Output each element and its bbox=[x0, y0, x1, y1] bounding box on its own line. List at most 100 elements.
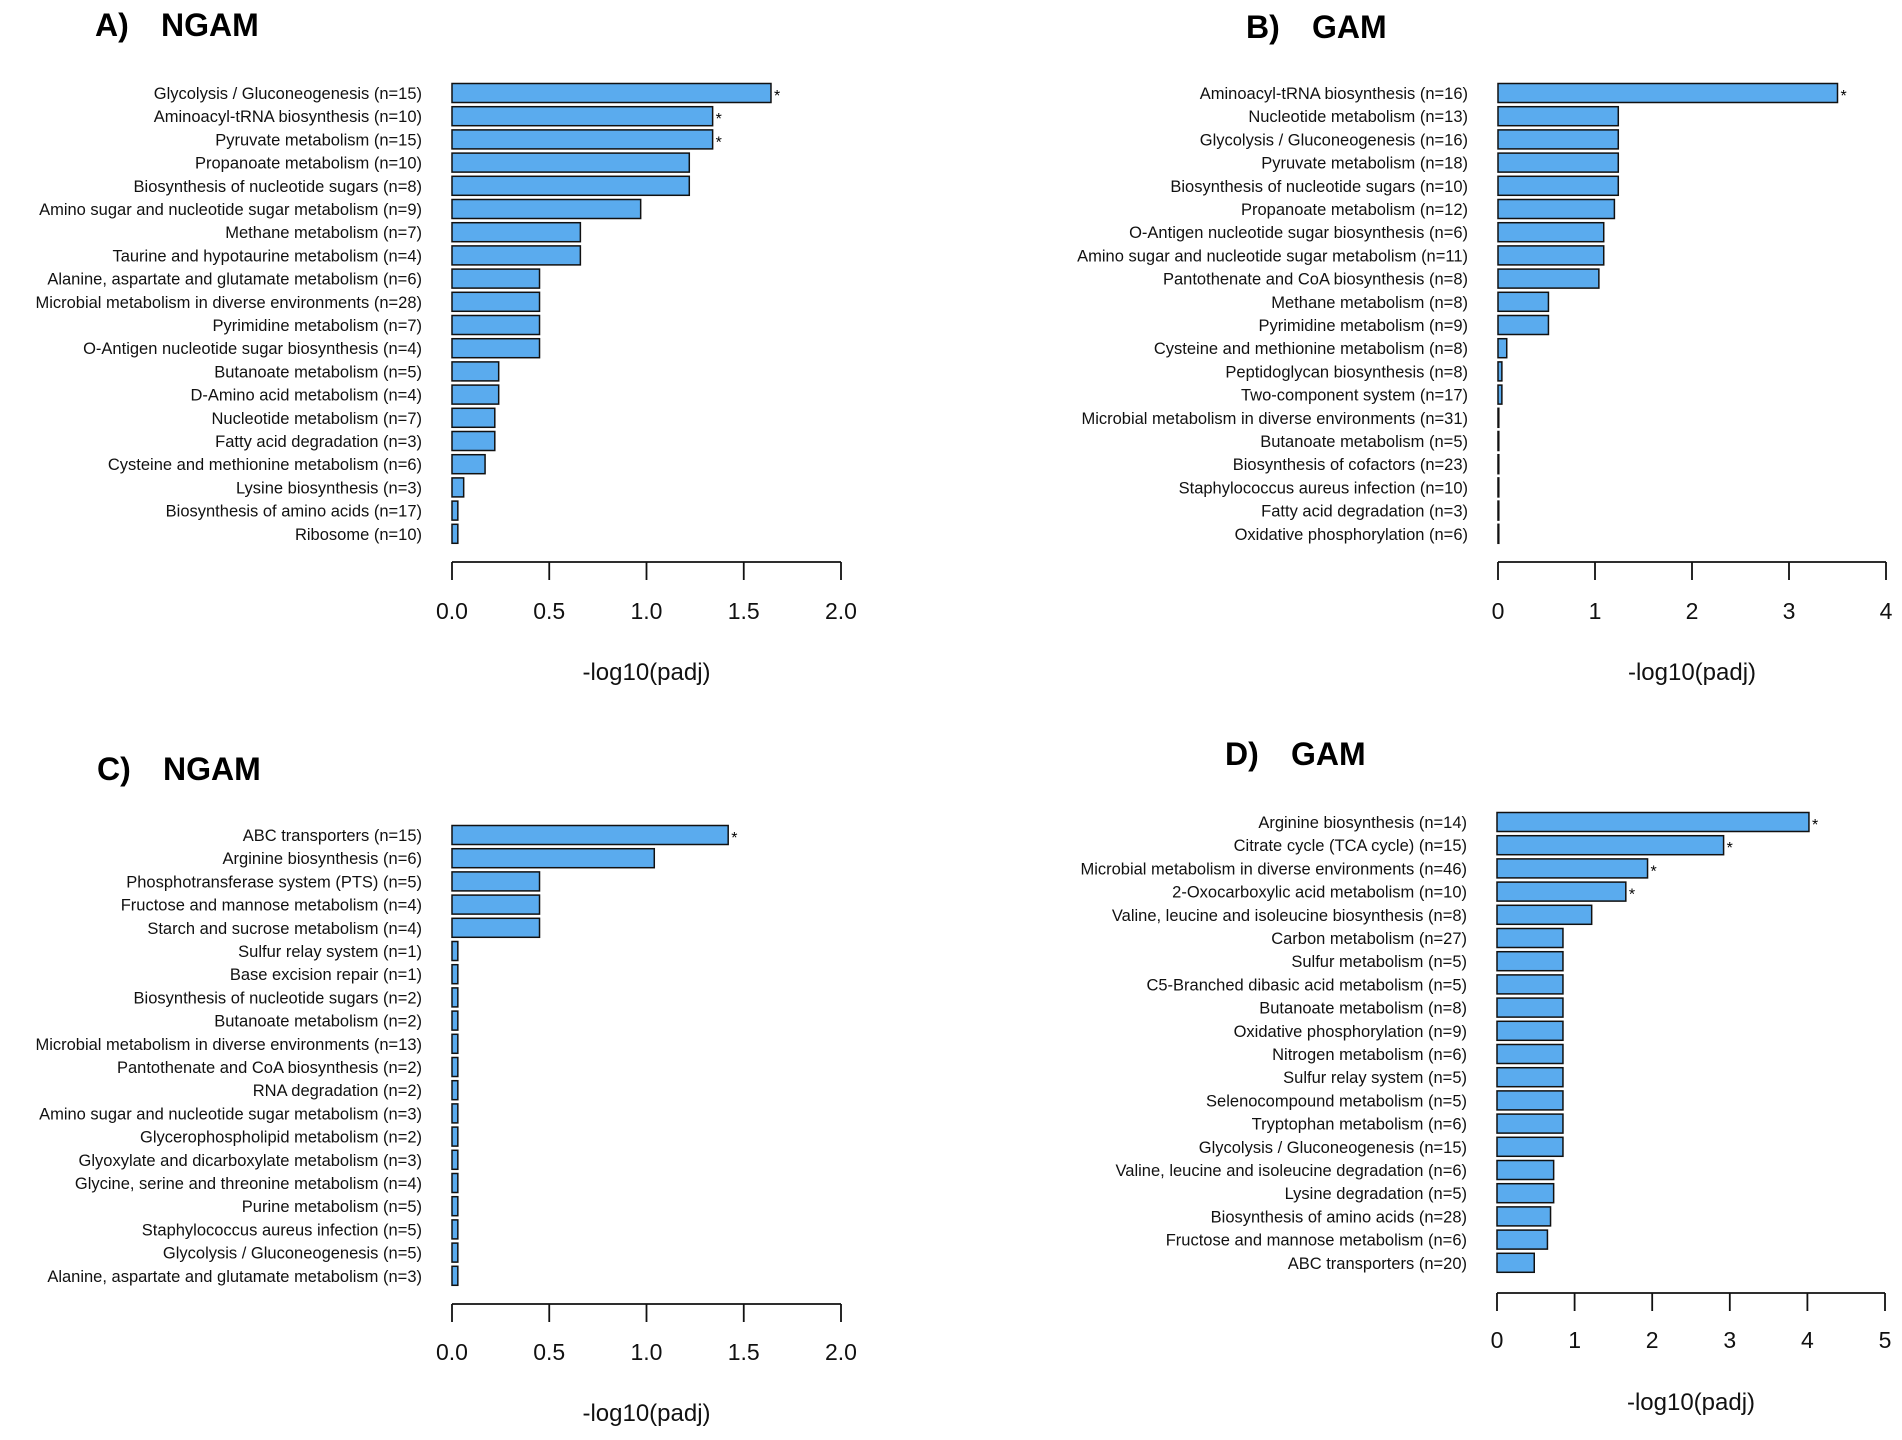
category-label: Biosynthesis of cofactors (n=23) bbox=[1233, 456, 1468, 474]
x-tick-label: 3 bbox=[1723, 1327, 1736, 1353]
bar bbox=[1496, 1206, 1552, 1227]
bar bbox=[1496, 811, 1810, 833]
category-label: Glyoxylate and dicarboxylate metabolism … bbox=[79, 1152, 422, 1170]
category-label: Valine, leucine and isoleucine biosynthe… bbox=[1112, 907, 1467, 925]
x-tick-label: 0.0 bbox=[436, 598, 468, 624]
category-label: Carbon metabolism (n=27) bbox=[1271, 930, 1467, 948]
chart-panel-b: B) GAM Aminoacyl-tRNA biosynthesis (n=16) *… bbox=[1077, 9, 1892, 686]
bar bbox=[1496, 834, 1725, 856]
bar bbox=[451, 1149, 459, 1171]
bar bbox=[451, 963, 459, 985]
category-label: Microbial metabolism in diverse environm… bbox=[35, 294, 422, 312]
category-label: Aminoacyl-tRNA biosynthesis (n=16) bbox=[1200, 85, 1468, 103]
x-tick-label: 1 bbox=[1568, 1327, 1581, 1353]
bar bbox=[451, 523, 459, 545]
bar bbox=[1497, 314, 1550, 336]
bar bbox=[1496, 1182, 1555, 1204]
significance-star: * bbox=[1629, 887, 1635, 904]
category-label: Pantothenate and CoA biosynthesis (n=8) bbox=[1163, 271, 1468, 289]
bar bbox=[1496, 950, 1564, 972]
category-label: Selenocompound metabolism (n=5) bbox=[1206, 1092, 1467, 1110]
category-label: Glycolysis / Gluconeogenesis (n=15) bbox=[154, 85, 422, 103]
category-label: Microbial metabolism in diverse environm… bbox=[35, 1036, 422, 1054]
category-label: Butanoate metabolism (n=8) bbox=[1259, 1000, 1467, 1018]
bar bbox=[451, 1219, 459, 1240]
category-label: O-Antigen nucleotide sugar biosynthesis … bbox=[1129, 224, 1468, 242]
x-tick-label: 1.5 bbox=[728, 1339, 760, 1365]
x-axis-label: -log10(padj) bbox=[582, 1400, 710, 1427]
bar bbox=[1496, 1113, 1564, 1134]
bar bbox=[1496, 1159, 1555, 1181]
bar bbox=[451, 987, 459, 1008]
bar bbox=[451, 1010, 459, 1031]
category-label: Biosynthesis of nucleotide sugars (n=2) bbox=[134, 989, 422, 1007]
category-label: Fructose and mannose metabolism (n=6) bbox=[1166, 1232, 1467, 1250]
category-label: Nucleotide metabolism (n=13) bbox=[1248, 108, 1468, 126]
bar bbox=[1496, 1066, 1564, 1088]
category-label: Oxidative phosphorylation (n=6) bbox=[1235, 526, 1468, 544]
panel-title: GAM bbox=[1291, 736, 1366, 772]
bar bbox=[451, 1103, 459, 1124]
x-tick-label: 1.0 bbox=[631, 598, 663, 624]
bar bbox=[1496, 1043, 1564, 1065]
category-label: Two-component system (n=17) bbox=[1241, 387, 1468, 405]
panel-title: GAM bbox=[1312, 9, 1387, 45]
category-label: Alanine, aspartate and glutamate metabol… bbox=[47, 271, 422, 289]
category-label: Citrate cycle (TCA cycle) (n=15) bbox=[1234, 837, 1467, 855]
bar bbox=[451, 152, 691, 173]
bar bbox=[451, 175, 691, 197]
x-axis-label: -log10(padj) bbox=[582, 659, 710, 686]
category-label: C5-Branched dibasic acid metabolism (n=5… bbox=[1146, 976, 1467, 994]
category-label: Microbial metabolism in diverse environm… bbox=[1080, 860, 1467, 878]
bar bbox=[1496, 1229, 1549, 1250]
bar bbox=[451, 1033, 459, 1055]
category-label: O-Antigen nucleotide sugar biosynthesis … bbox=[83, 340, 422, 358]
bar bbox=[451, 407, 496, 429]
category-label: Pantothenate and CoA biosynthesis (n=2) bbox=[117, 1059, 422, 1077]
x-tick-label: 2 bbox=[1686, 598, 1699, 624]
bar bbox=[1497, 129, 1620, 150]
x-tick-label: 1.0 bbox=[631, 1339, 663, 1365]
x-tick-label: 1 bbox=[1589, 598, 1602, 624]
bar bbox=[1497, 245, 1605, 266]
bar bbox=[1496, 881, 1627, 902]
category-label: Methane metabolism (n=8) bbox=[1271, 294, 1468, 312]
bar bbox=[1497, 430, 1500, 452]
category-label: Glycerophospholipid metabolism (n=2) bbox=[140, 1129, 422, 1147]
category-label: Pyruvate metabolism (n=15) bbox=[215, 131, 422, 149]
bar bbox=[451, 129, 714, 150]
category-label: Propanoate metabolism (n=12) bbox=[1241, 201, 1468, 219]
category-label: Amino sugar and nucleotide sugar metabol… bbox=[39, 1105, 422, 1123]
category-label: Microbial metabolism in diverse environm… bbox=[1081, 410, 1468, 428]
bar bbox=[1497, 361, 1503, 382]
category-label: Butanoate metabolism (n=2) bbox=[214, 1013, 422, 1031]
category-label: Propanoate metabolism (n=10) bbox=[195, 155, 422, 173]
bar bbox=[451, 847, 656, 869]
x-tick-label: 2 bbox=[1646, 1327, 1659, 1353]
category-label: Biosynthesis of nucleotide sugars (n=8) bbox=[134, 178, 422, 196]
significance-star: * bbox=[1841, 88, 1847, 105]
bar bbox=[451, 221, 582, 243]
bar bbox=[1496, 1020, 1564, 1042]
category-label: Pyrimidine metabolism (n=7) bbox=[212, 317, 422, 335]
bar bbox=[1497, 291, 1550, 313]
bar bbox=[451, 1079, 459, 1101]
x-tick-label: 4 bbox=[1801, 1327, 1814, 1353]
bar bbox=[1496, 1136, 1564, 1158]
bar bbox=[1496, 927, 1564, 949]
bar bbox=[451, 314, 541, 336]
category-label: Amino sugar and nucleotide sugar metabol… bbox=[39, 201, 422, 219]
x-tick-label: 0.0 bbox=[436, 1339, 468, 1365]
bar bbox=[1497, 82, 1839, 104]
significance-star: * bbox=[1651, 863, 1657, 880]
category-label: Pyruvate metabolism (n=18) bbox=[1261, 155, 1468, 173]
bar bbox=[451, 105, 714, 127]
bar bbox=[1497, 175, 1620, 197]
category-label: Cysteine and methionine metabolism (n=6) bbox=[108, 456, 422, 474]
bar bbox=[451, 361, 500, 382]
x-axis-label: -log10(padj) bbox=[1627, 1389, 1755, 1416]
panel-title: NGAM bbox=[161, 7, 259, 43]
category-label: Lysine biosynthesis (n=3) bbox=[236, 479, 422, 497]
category-label: Valine, leucine and isoleucine degradati… bbox=[1116, 1162, 1467, 1180]
chart-panel-a: A) NGAM Glycolysis / Gluconeogenesis (n=15… bbox=[35, 7, 857, 686]
